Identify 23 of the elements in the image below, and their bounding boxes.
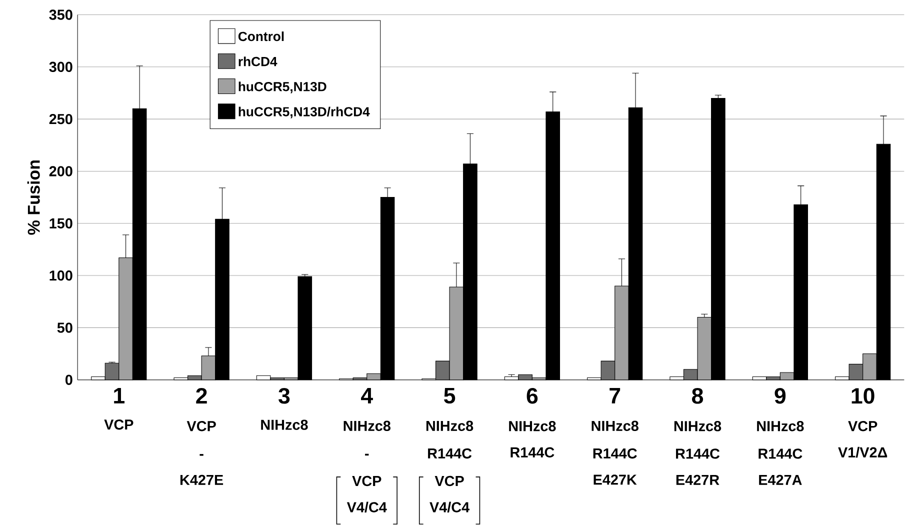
category-label: 2 VCP - K427E	[180, 388, 224, 485]
x-tick-label: 6 NIHzc8 R144C	[509, 388, 556, 458]
legend-label: Control	[238, 31, 284, 41]
y-tick-label: 0	[65, 374, 72, 385]
y-axis-title: % Fusion	[27, 160, 40, 235]
x-tick-label: 10 VCP V1/V2Δ	[838, 388, 888, 458]
y-tick-label: 150	[50, 218, 72, 228]
x-tick-label: 1 VCP	[104, 388, 134, 430]
legend-label: huCCR5,N13D	[238, 81, 326, 93]
y-tick-label: 350	[49, 9, 72, 20]
category-label: 5 NIHzc8 R144C VCP V4/C4	[426, 388, 474, 512]
category-label: 8 NIHzc8 R144C E427R	[674, 388, 722, 485]
x-tick-label: 3 NIHzc8	[261, 388, 308, 430]
y-tick-label: 250	[49, 114, 72, 124]
y-tick-label: 50	[57, 322, 72, 333]
category-label: 9 NIHzc8 R144C E427A	[757, 388, 804, 485]
y-tick-label: 100	[50, 270, 72, 280]
category-label: 4 NIHzc8 - VCP V4/C4	[344, 388, 390, 512]
y-tick-label: 200	[49, 166, 72, 176]
legend-label: huCCR5,N13D/rhCD4	[238, 106, 370, 118]
category-label: 7 NIHzc8 R144C E427K	[592, 388, 638, 484]
legend-label: rhCD4	[238, 56, 278, 66]
y-tick-label: 300	[49, 62, 72, 72]
